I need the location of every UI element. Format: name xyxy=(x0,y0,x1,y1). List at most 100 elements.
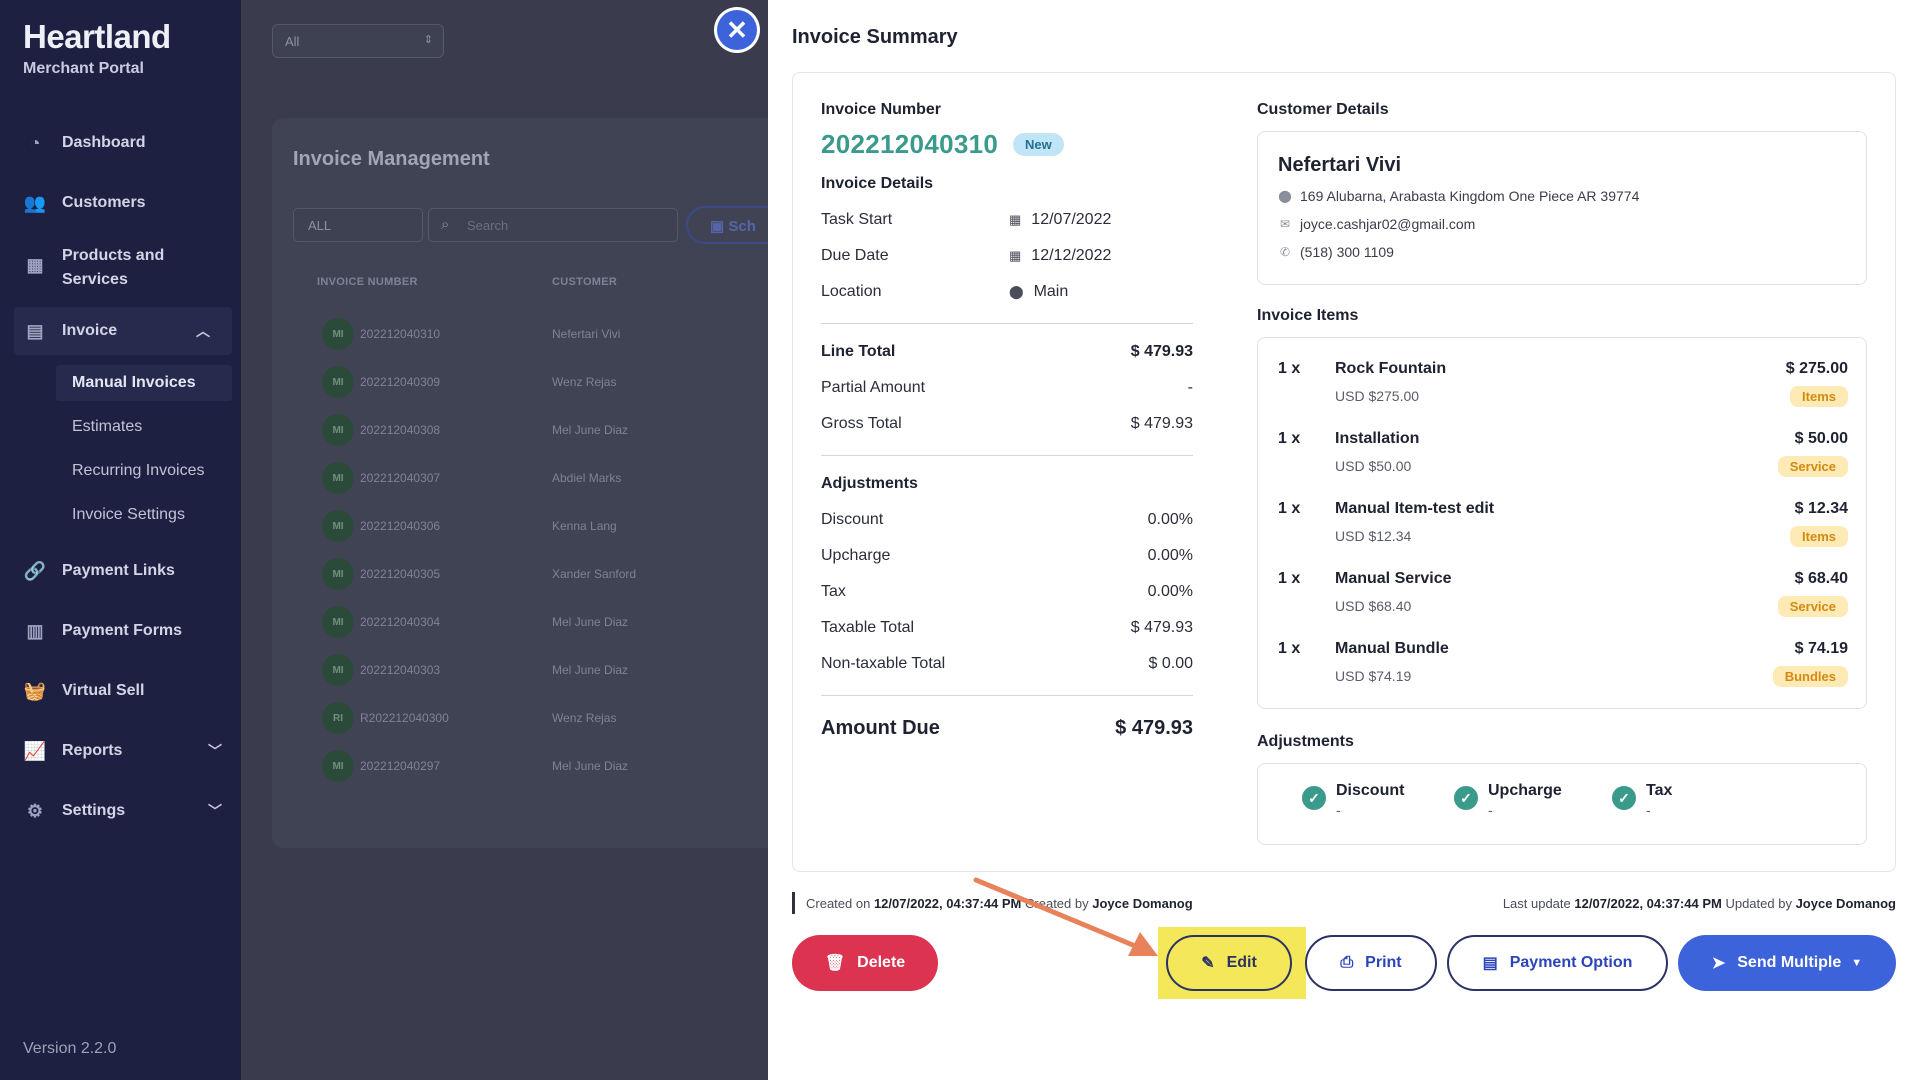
updated-info: Last update 12/07/2022, 04:37:44 PM Upda… xyxy=(1503,896,1896,911)
calendar-icon: ▦ xyxy=(1009,212,1022,227)
sidebar-item-settings[interactable]: ⚙ Settings ﹀ xyxy=(22,800,222,822)
customer-phone: ✆ (518) 300 1109 xyxy=(1278,244,1394,260)
invoice-number-cell: 202212040309 xyxy=(360,375,441,389)
item-amount: $ 275.00 xyxy=(1785,360,1848,377)
sidebar-item-invoice[interactable]: ▤ Invoice ︿ xyxy=(14,307,232,355)
created-by: Joyce Domanog xyxy=(1092,896,1193,911)
sidebar-item-payment-forms[interactable]: ▥ Payment Forms xyxy=(22,620,222,642)
adjustments-heading: Adjustments xyxy=(821,475,1193,493)
table-row[interactable]: MI 202212040310 Nefertari Vivi xyxy=(322,318,620,350)
sidebar-subitem-invoice-settings[interactable]: Invoice Settings xyxy=(72,506,185,523)
item-type-badge: Service xyxy=(1777,456,1848,477)
updated-by: Joyce Domanog xyxy=(1795,896,1896,911)
amount-due-value: $ 479.93 xyxy=(1115,717,1193,739)
background-filter-select[interactable]: All ⇕ xyxy=(272,24,444,58)
invoice-number: 202212040310 xyxy=(821,129,999,159)
brand-logo[interactable]: Heartland Merchant Portal xyxy=(23,18,171,78)
sidebar-item-products[interactable]: ▦ Products and Services xyxy=(22,244,222,292)
sidebar-item-label-line2: Services xyxy=(62,271,128,288)
item-name: Manual Item-test edit xyxy=(1335,500,1495,517)
customer-cell: Abdiel Marks xyxy=(552,471,622,485)
invoice-items-box: 1 x Rock Fountain USD $275.00 $ 275.00 I… xyxy=(1257,337,1867,709)
item-name: Rock Fountain xyxy=(1335,360,1447,377)
customer-address-text: 169 Alubarna, Arabasta Kingdom One Piece… xyxy=(1300,188,1640,204)
list-item: 1 x Manual Service USD $68.40 $ 68.40 Se… xyxy=(1278,568,1848,628)
avatar: MI xyxy=(322,654,354,686)
table-row[interactable]: MI 202212040306 Kenna Lang xyxy=(322,510,617,542)
item-amount: $ 68.40 xyxy=(1794,570,1848,587)
payment-option-label: Payment Option xyxy=(1509,954,1633,971)
avatar: MI xyxy=(322,606,354,638)
pencil-icon: ✎ xyxy=(1201,955,1215,972)
table-row[interactable]: MI 202212040307 Abdiel Marks xyxy=(322,462,621,494)
sidebar-item-customers[interactable]: 👥 Customers xyxy=(22,192,222,214)
close-drawer-button[interactable]: ✕ xyxy=(717,10,757,50)
item-qty: 1 x xyxy=(1278,640,1301,657)
sidebar-item-reports[interactable]: 📈 Reports ﹀ xyxy=(22,740,222,762)
customer-details-box: Nefertari Vivi ⬤ 169 Alubarna, Arabasta … xyxy=(1257,131,1867,285)
delete-button[interactable]: 🗑 Delete xyxy=(792,935,938,991)
check-circle-icon: ✓ xyxy=(1454,786,1478,810)
form-icon: ▥ xyxy=(26,620,44,641)
table-row[interactable]: RI R202212040300 Wenz Rejas xyxy=(322,702,616,734)
sidebar-subitem-estimates[interactable]: Estimates xyxy=(72,418,143,435)
discount-value: 0.00% xyxy=(1147,511,1193,528)
updated-prefix: Last update xyxy=(1502,896,1571,911)
column-header-customer[interactable]: CUSTOMER xyxy=(552,276,618,288)
sidebar-item-dashboard[interactable]: ◔ Dashboard xyxy=(22,132,222,154)
table-row[interactable]: MI 202212040308 Mel June Diaz xyxy=(322,414,628,446)
chevron-up-icon: ︿ xyxy=(196,323,210,339)
sidebar-item-label: Products and Services xyxy=(62,244,164,292)
customer-address: ⬤ 169 Alubarna, Arabasta Kingdom One Pie… xyxy=(1278,188,1639,204)
invoice-items-label: Invoice Items xyxy=(1257,307,1359,324)
customer-details-label: Customer Details xyxy=(1257,101,1389,118)
sidebar-item-payment-links[interactable]: 🔗 Payment Links xyxy=(22,560,222,582)
send-multiple-button[interactable]: ➤ Send Multiple ▼ xyxy=(1678,935,1896,991)
payment-option-button[interactable]: ▤ Payment Option xyxy=(1447,935,1668,991)
table-row[interactable]: MI 202212040305 Xander Sanford xyxy=(322,558,636,590)
table-row[interactable]: MI 202212040297 Mel June Diaz xyxy=(322,750,628,782)
column-header-invoice-number[interactable]: INVOICE NUMBER xyxy=(317,276,418,288)
document-icon: ▤ xyxy=(26,320,44,341)
edit-button[interactable]: ✎ Edit xyxy=(1166,935,1292,991)
taxable-total-value: $ 479.93 xyxy=(1130,619,1193,636)
sidebar-item-label: Settings xyxy=(62,802,126,819)
adjustment-tax: ✓ Tax - xyxy=(1612,782,1672,818)
list-item: 1 x Rock Fountain USD $275.00 $ 275.00 I… xyxy=(1278,358,1848,418)
task-start-value: 12/07/2022 xyxy=(1031,211,1112,228)
task-start-label: Task Start xyxy=(821,211,893,228)
table-row[interactable]: MI 202212040304 Mel June Diaz xyxy=(322,606,628,638)
background-status-select[interactable]: ALL xyxy=(293,208,423,242)
gross-total-value: $ 479.93 xyxy=(1130,415,1193,432)
item-qty: 1 x xyxy=(1278,500,1301,517)
customer-cell: Mel June Diaz xyxy=(552,663,629,677)
sidebar-subitem-manual-invoices[interactable]: Manual Invoices xyxy=(56,365,232,401)
summary-card: Invoice Number 202212040310 New Invoice … xyxy=(792,72,1896,872)
table-row[interactable]: MI 202212040303 Mel June Diaz xyxy=(322,654,628,686)
table-row[interactable]: MI 202212040309 Wenz Rejas xyxy=(322,366,616,398)
item-usd: USD $68.40 xyxy=(1335,598,1412,614)
taxable-total-row: Taxable Total $ 479.93 xyxy=(821,619,1193,637)
pie-chart-icon: ◔ xyxy=(29,132,41,153)
invoice-number-cell: 202212040304 xyxy=(360,615,441,629)
calendar-icon: ▦ xyxy=(1009,248,1022,263)
location-row: Location ⬤ Main xyxy=(821,283,1193,301)
avatar: MI xyxy=(322,750,354,782)
customer-cell: Xander Sanford xyxy=(552,567,637,581)
customer-cell: Wenz Rejas xyxy=(552,711,617,725)
search-icon: ⌕ xyxy=(441,216,450,233)
created-on: 12/07/2022, 04:37:44 PM xyxy=(873,896,1022,911)
taxable-total-label: Taxable Total xyxy=(821,619,915,636)
adjustment-title: Upcharge xyxy=(1488,782,1562,799)
drawer-title: Invoice Summary xyxy=(792,26,958,48)
sidebar-item-virtual-sell[interactable]: 🧺 Virtual Sell xyxy=(22,680,222,702)
sidebar-item-label: Payment Links xyxy=(62,562,175,579)
print-button[interactable]: ⎙ Print xyxy=(1305,935,1437,991)
background-search-input[interactable]: ⌕ Search xyxy=(428,208,678,242)
invoice-number-cell: 202212040303 xyxy=(360,663,441,677)
sidebar-subitem-recurring-invoices[interactable]: Recurring Invoices xyxy=(72,462,205,479)
task-start-row: Task Start ▦ 12/07/2022 xyxy=(821,211,1193,229)
sidebar-item-label: Dashboard xyxy=(62,134,146,151)
customer-name: Nefertari Vivi xyxy=(1278,154,1402,176)
nontaxable-total-row: Non-taxable Total $ 0.00 xyxy=(821,655,1193,673)
